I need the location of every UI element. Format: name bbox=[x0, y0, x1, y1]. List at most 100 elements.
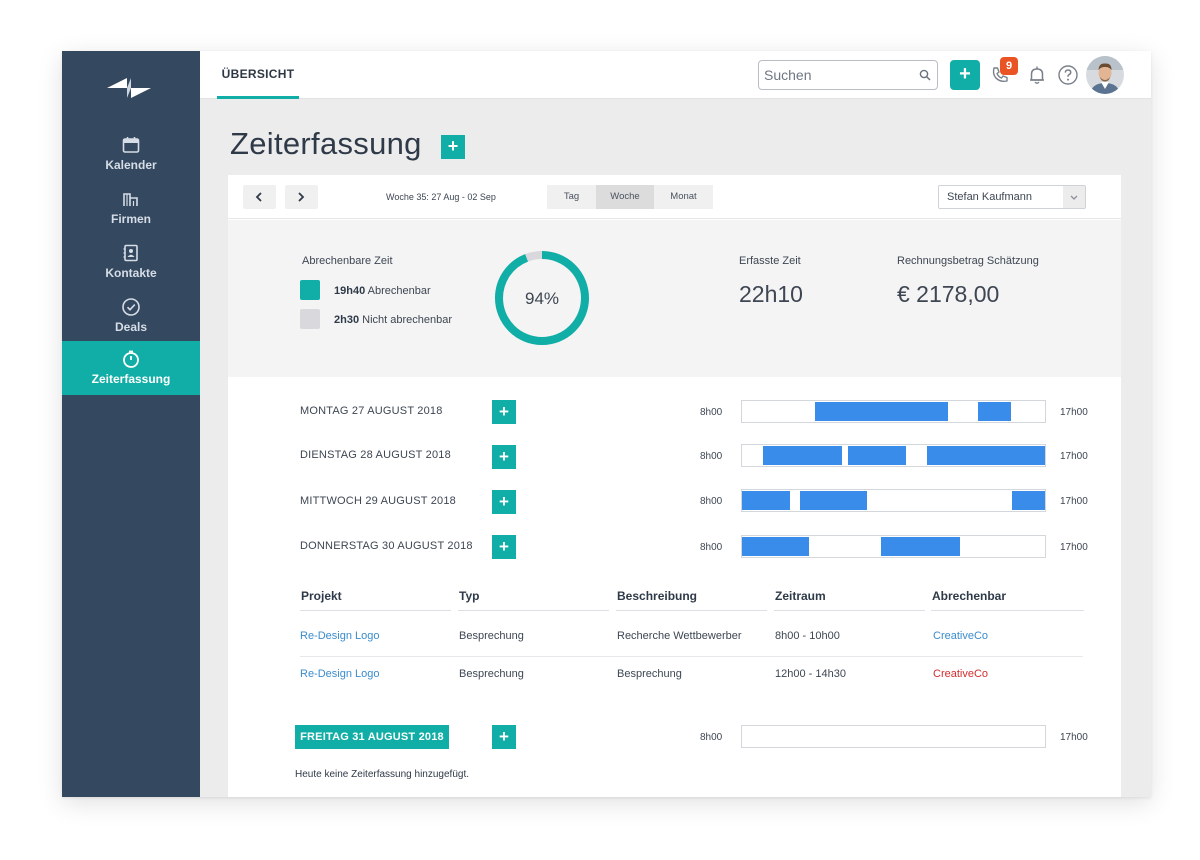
stopwatch-icon bbox=[123, 350, 139, 368]
header-divider bbox=[774, 610, 925, 611]
time-entry-block[interactable] bbox=[742, 491, 790, 510]
day-label: MONTAG 27 AUGUST 2018 bbox=[300, 405, 443, 417]
time-entry-block[interactable] bbox=[763, 446, 842, 465]
phone-icon[interactable] bbox=[990, 65, 1010, 85]
header-divider bbox=[458, 610, 609, 611]
time-entry-block[interactable] bbox=[742, 537, 809, 556]
day-label: MITTWOCH 29 AUGUST 2018 bbox=[300, 495, 456, 507]
invoice-estimate-title: Rechnungsbetrag Schätzung bbox=[897, 255, 1039, 267]
week-toolbar: Woche 35: 27 Aug - 02 Sep Tag Woche Mona… bbox=[228, 175, 1121, 219]
donut-percent: 94% bbox=[525, 289, 559, 308]
user-avatar[interactable] bbox=[1086, 56, 1124, 94]
billable-title: Abrechenbare Zeit bbox=[302, 255, 393, 267]
day-timeline[interactable] bbox=[741, 535, 1046, 558]
day-timeline[interactable] bbox=[741, 400, 1046, 423]
search-input[interactable] bbox=[764, 61, 914, 89]
week-label: Woche 35: 27 Aug - 02 Sep bbox=[386, 192, 496, 202]
search-icon[interactable] bbox=[919, 69, 931, 81]
day-start-time: 8h00 bbox=[700, 451, 723, 462]
calendar-icon bbox=[122, 137, 140, 153]
time-entry-block[interactable] bbox=[815, 402, 948, 421]
column-header-zeitraum[interactable]: Zeitraum bbox=[775, 589, 826, 603]
time-entry-block[interactable] bbox=[927, 446, 1045, 465]
add-entry-button[interactable]: + bbox=[492, 725, 516, 749]
chevron-down-icon bbox=[1070, 195, 1078, 200]
bell-icon[interactable] bbox=[1028, 65, 1046, 85]
day-timeline[interactable] bbox=[741, 444, 1046, 467]
type-cell: Besprechung bbox=[459, 668, 524, 680]
top-bar: ÜBERSICHT + 9 bbox=[200, 51, 1151, 99]
invoice-estimate-value: € 2178,00 bbox=[897, 281, 1000, 307]
sidebar-item-label: Kalender bbox=[105, 158, 157, 172]
user-select[interactable]: Stefan Kaufmann bbox=[938, 185, 1086, 209]
sidebar-item-kontakte[interactable]: Kontakte bbox=[62, 235, 200, 289]
row-divider bbox=[300, 656, 1083, 657]
day-end-time: 17h00 bbox=[1060, 407, 1088, 418]
check-circle-icon bbox=[122, 298, 140, 316]
day-end-time: 17h00 bbox=[1060, 451, 1088, 462]
day-end-time: 17h00 bbox=[1060, 732, 1088, 743]
user-select-toggle[interactable] bbox=[1063, 186, 1085, 208]
summary-panel: Abrechenbare Zeit 19h40 Abrechenbar 2h30… bbox=[228, 220, 1121, 377]
contacts-icon bbox=[123, 244, 138, 262]
day-start-time: 8h00 bbox=[700, 542, 723, 553]
user-select-value: Stefan Kaufmann bbox=[947, 191, 1033, 203]
time-tracking-card: Woche 35: 27 Aug - 02 Sep Tag Woche Mona… bbox=[228, 175, 1121, 797]
day-timeline[interactable] bbox=[741, 489, 1046, 512]
column-header-beschreibung[interactable]: Beschreibung bbox=[617, 589, 698, 603]
header-divider bbox=[931, 610, 1084, 611]
add-entry-button[interactable]: + bbox=[492, 445, 516, 469]
previous-week-button[interactable] bbox=[243, 185, 276, 209]
recorded-time-value: 22h10 bbox=[739, 281, 803, 307]
building-icon bbox=[123, 193, 138, 206]
app-window: Kalender Firmen Kontakte bbox=[62, 51, 1151, 797]
recorded-time-title: Erfasste Zeit bbox=[739, 255, 801, 267]
sidebar-item-zeiterfassung[interactable]: Zeiterfassung bbox=[62, 341, 200, 395]
add-entry-button[interactable]: + bbox=[492, 535, 516, 559]
column-header-abrechenbar[interactable]: Abrechenbar bbox=[932, 589, 1007, 603]
view-tab-woche[interactable]: Woche bbox=[596, 185, 654, 209]
search-box[interactable] bbox=[758, 60, 938, 90]
day-label-freitag-button[interactable]: FREITAG 31 AUGUST 2018 bbox=[295, 725, 449, 749]
sidebar-item-kalender[interactable]: Kalender bbox=[62, 127, 200, 181]
billable-legend-swatch bbox=[300, 280, 320, 300]
project-link[interactable]: Re-Design Logo bbox=[300, 668, 380, 680]
billable-client-link[interactable]: CreativeCo bbox=[933, 630, 989, 642]
sidebar-item-deals[interactable]: Deals bbox=[62, 289, 200, 343]
sidebar-item-label: Kontakte bbox=[105, 266, 157, 280]
type-cell: Besprechung bbox=[459, 630, 524, 642]
view-tab-monat[interactable]: Monat bbox=[654, 185, 713, 209]
sidebar-item-label: Firmen bbox=[110, 212, 151, 226]
chevron-right-icon bbox=[298, 192, 305, 202]
notification-badge: 9 bbox=[1000, 57, 1018, 75]
tab-uebersicht[interactable]: ÜBERSICHT bbox=[217, 51, 299, 99]
add-entry-button[interactable]: + bbox=[492, 490, 516, 514]
day-start-time: 8h00 bbox=[700, 732, 723, 743]
day-start-time: 8h00 bbox=[700, 496, 723, 507]
next-week-button[interactable] bbox=[285, 185, 318, 209]
page-title: Zeiterfassung bbox=[230, 126, 422, 161]
project-link[interactable]: Re-Design Logo bbox=[300, 630, 380, 642]
time-entry-block[interactable] bbox=[848, 446, 906, 465]
app-logo[interactable] bbox=[107, 74, 151, 102]
quick-add-button[interactable]: + bbox=[950, 60, 980, 90]
time-entry-block[interactable] bbox=[978, 402, 1011, 421]
view-tab-tag[interactable]: Tag bbox=[547, 185, 596, 209]
day-timeline[interactable] bbox=[741, 725, 1046, 748]
donut-arc bbox=[495, 251, 589, 345]
chevron-left-icon bbox=[255, 192, 262, 202]
nonbillable-legend-swatch bbox=[300, 309, 320, 329]
time-entry-block[interactable] bbox=[800, 491, 867, 510]
column-header-projekt[interactable]: Projekt bbox=[301, 589, 342, 603]
sidebar-item-firmen[interactable]: Firmen bbox=[62, 181, 200, 235]
billable-legend: 19h40 Abrechenbar bbox=[334, 285, 431, 297]
empty-day-note: Heute keine Zeiterfassung hinzugefügt. bbox=[295, 769, 469, 780]
add-time-entry-button[interactable]: + bbox=[441, 135, 465, 159]
billable-client-link[interactable]: CreativeCo bbox=[933, 668, 989, 680]
time-entry-block[interactable] bbox=[1012, 491, 1045, 510]
column-header-typ[interactable]: Typ bbox=[459, 589, 480, 603]
add-entry-button[interactable]: + bbox=[492, 400, 516, 424]
nonbillable-value: 2h30 bbox=[334, 314, 360, 326]
time-entry-block[interactable] bbox=[881, 537, 960, 556]
help-icon[interactable] bbox=[1057, 64, 1079, 86]
